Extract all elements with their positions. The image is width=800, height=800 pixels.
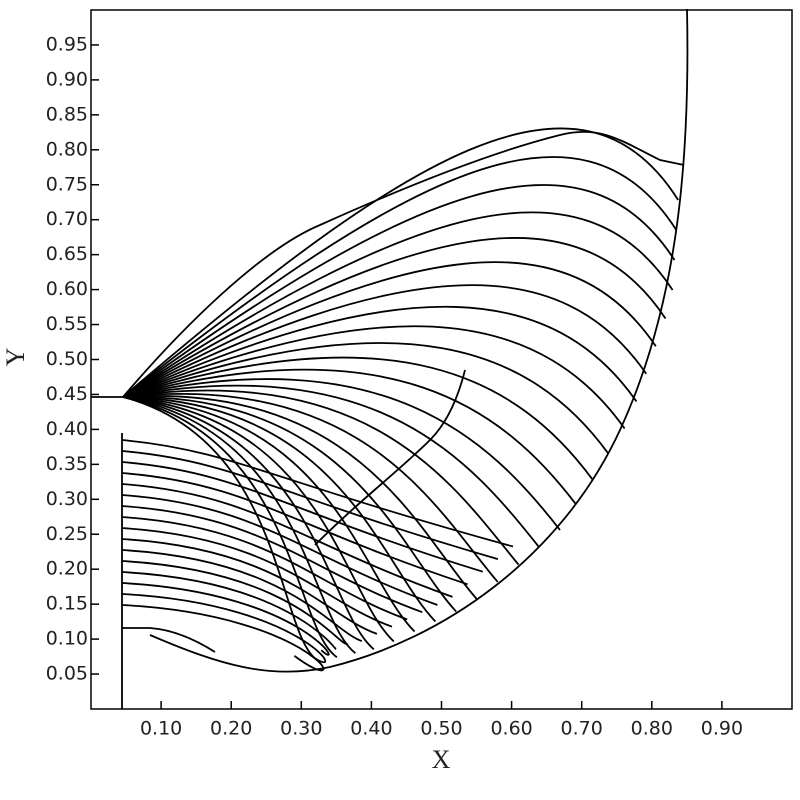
contour-line <box>121 472 468 586</box>
y-tick-label: 0.30 <box>46 488 88 510</box>
contour-field <box>91 8 689 709</box>
step-line <box>122 627 216 653</box>
contour-line <box>122 261 657 398</box>
contour-line <box>122 396 437 623</box>
contour-line <box>121 516 408 621</box>
contour-line <box>121 483 453 598</box>
y-tick-label: 0.20 <box>46 558 88 580</box>
contour-line <box>121 538 378 635</box>
contour-line <box>121 439 514 548</box>
contour-line <box>122 396 356 654</box>
y-tick-label: 0.95 <box>46 33 88 55</box>
contour-line <box>122 396 416 633</box>
x-tick-label: 0.30 <box>280 718 322 740</box>
y-tick-label: 0.25 <box>46 523 88 545</box>
x-tick-label: 0.90 <box>701 718 743 740</box>
contour-line <box>122 378 561 531</box>
contour-line <box>122 395 478 600</box>
contour-line <box>122 342 610 455</box>
contour-line <box>314 369 466 546</box>
contour-line <box>122 396 457 613</box>
y-tick-label: 0.40 <box>46 418 88 440</box>
contour-line <box>122 396 338 658</box>
contour-line <box>121 461 484 573</box>
contour-line <box>122 396 319 662</box>
x-tick-label: 0.40 <box>350 718 392 740</box>
contour-line <box>122 211 674 398</box>
contour-line <box>122 396 375 650</box>
bow-shock <box>149 8 689 673</box>
y-tick-label: 0.85 <box>46 103 88 125</box>
contour-line <box>121 450 499 560</box>
y-tick-label: 0.55 <box>46 313 88 335</box>
x-tick-label: 0.70 <box>561 718 603 740</box>
contour-line <box>121 494 438 606</box>
contour-line <box>122 356 594 480</box>
x-tick-label: 0.60 <box>490 718 532 740</box>
y-tick-label: 0.35 <box>46 453 88 475</box>
y-tick-label: 0.90 <box>46 68 88 90</box>
y-tick-label: 0.70 <box>46 208 88 230</box>
contour-line <box>122 305 638 403</box>
contour-line <box>122 127 679 398</box>
contour-line <box>122 392 499 583</box>
x-tick-label: 0.50 <box>420 718 462 740</box>
y-tick-label: 0.80 <box>46 138 88 160</box>
contour-line <box>121 549 363 642</box>
contour-line <box>122 156 678 398</box>
contour-line <box>121 527 393 628</box>
y-tick-label: 0.10 <box>46 628 88 650</box>
contour-line <box>121 505 423 614</box>
contour-line <box>121 582 330 656</box>
contour-line <box>121 560 349 646</box>
contour-line <box>122 384 540 548</box>
x-axis-title: X <box>432 745 451 774</box>
y-tick-label: 0.65 <box>46 243 88 265</box>
contour-line <box>122 396 395 643</box>
contour-line <box>122 325 626 430</box>
y-tick-label: 0.60 <box>46 278 88 300</box>
contour-line <box>122 284 647 398</box>
contour-line <box>121 571 337 650</box>
contour-line <box>121 593 327 664</box>
x-tick-label: 0.80 <box>631 718 673 740</box>
contour-line <box>122 389 520 566</box>
contour-line <box>121 604 325 672</box>
y-axis-title: Y <box>1 347 30 366</box>
contour-line <box>122 368 577 506</box>
y-tick-label: 0.45 <box>46 383 88 405</box>
y-tick-label: 0.05 <box>46 663 88 685</box>
x-tick-label: 0.10 <box>140 718 182 740</box>
x-tick-label: 0.20 <box>210 718 252 740</box>
y-tick-label: 0.50 <box>46 348 88 370</box>
contour-line <box>122 237 667 398</box>
contour-line <box>122 184 676 398</box>
y-tick-label: 0.75 <box>46 173 88 195</box>
y-tick-label: 0.15 <box>46 593 88 615</box>
